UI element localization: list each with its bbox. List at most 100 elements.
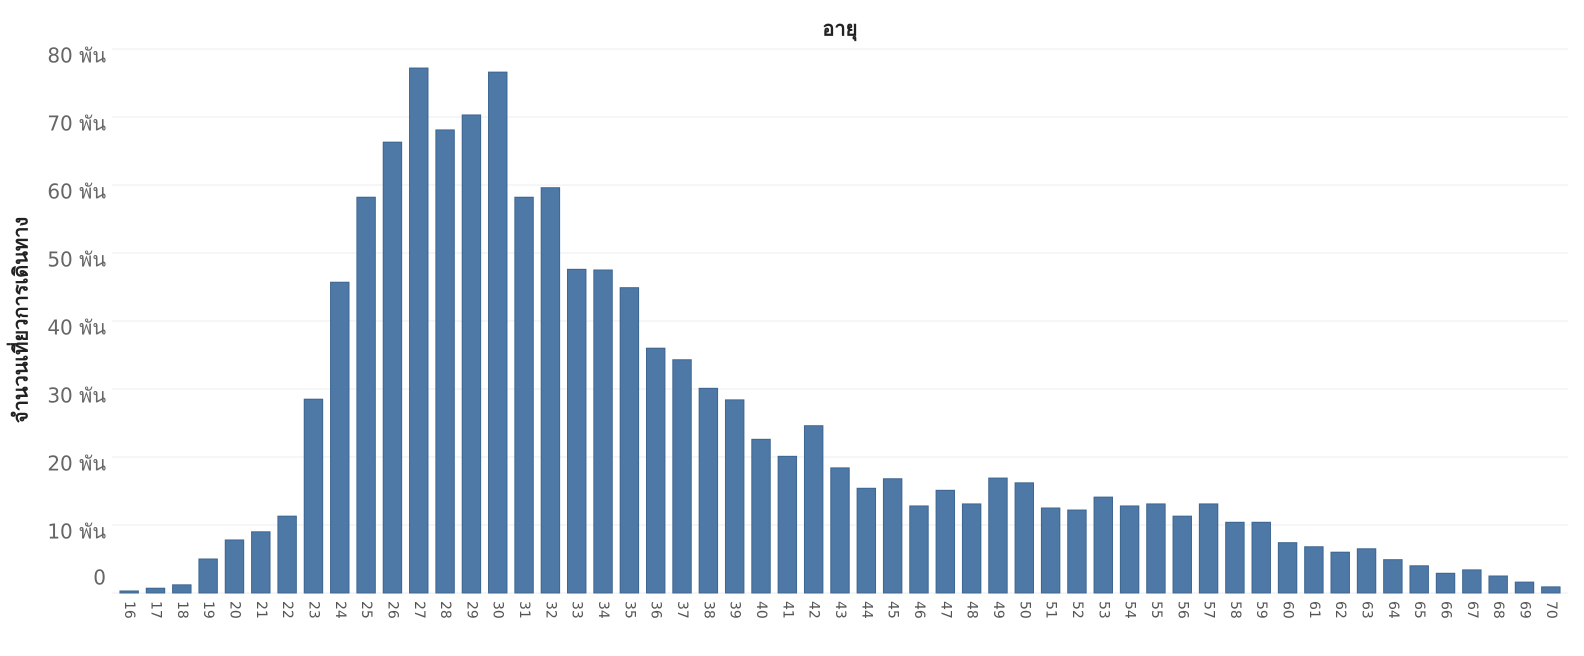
bar — [1356, 548, 1377, 594]
x-tick-label: 34 — [595, 601, 611, 619]
y-tick-label: 10 พัน — [47, 520, 106, 544]
x-tick-label: 39 — [727, 601, 743, 619]
x-tick-label: 26 — [384, 601, 400, 619]
x-tick-label: 68 — [1490, 601, 1506, 619]
bar — [303, 398, 324, 594]
x-tick-label: 51 — [1043, 601, 1059, 619]
x-tick-label: 30 — [490, 601, 506, 619]
bar — [1541, 586, 1561, 594]
x-tick-label: 17 — [147, 601, 163, 619]
x-tick-label: 67 — [1464, 601, 1480, 619]
bar — [593, 269, 613, 594]
y-tick-label: 0 — [93, 566, 106, 590]
bar — [961, 503, 982, 594]
x-tick-label: 36 — [648, 601, 664, 619]
x-tick-label: 23 — [305, 601, 321, 619]
bar — [277, 515, 297, 594]
bar — [672, 359, 692, 594]
bar — [751, 438, 771, 594]
x-tick-label: 62 — [1332, 601, 1348, 619]
x-tick-label: 61 — [1306, 601, 1322, 619]
bar — [1409, 565, 1429, 594]
x-tick-label: 59 — [1253, 601, 1269, 619]
bar — [1435, 572, 1456, 594]
bar — [882, 478, 903, 594]
x-tick-label: 69 — [1517, 601, 1533, 619]
x-tick-label: 70 — [1543, 601, 1559, 619]
bar — [988, 477, 1008, 594]
bar — [935, 489, 956, 594]
x-tick-label: 43 — [832, 601, 848, 619]
bar — [1040, 507, 1061, 594]
bar — [461, 114, 482, 594]
bar — [1330, 551, 1350, 594]
bar — [1172, 515, 1192, 594]
x-tick-label: 63 — [1359, 601, 1375, 619]
x-tick-label: 16 — [121, 601, 137, 619]
bar — [488, 71, 508, 594]
y-tick-label: 80 พัน — [47, 44, 106, 68]
bar — [251, 531, 271, 594]
bar — [698, 387, 719, 594]
x-tick-label: 41 — [779, 601, 795, 619]
x-tick-label: 37 — [674, 601, 690, 619]
x-tick-label: 25 — [358, 601, 374, 619]
bar — [514, 196, 534, 594]
x-tick-label: 22 — [279, 601, 295, 619]
bar — [198, 558, 218, 594]
bar — [382, 141, 403, 594]
bar — [1093, 496, 1113, 594]
bar — [803, 425, 824, 594]
bar — [1067, 509, 1087, 594]
x-tick-label: 56 — [1174, 601, 1190, 619]
bar — [724, 399, 745, 594]
x-tick-label: 46 — [911, 601, 927, 619]
x-tick-label: 54 — [1122, 601, 1138, 619]
x-tick-label: 55 — [1148, 601, 1164, 619]
y-tick-label: 50 พัน — [47, 248, 106, 272]
x-tick-label: 44 — [858, 601, 874, 619]
bar — [224, 539, 245, 594]
bar — [645, 347, 666, 594]
x-tick-label: 20 — [226, 601, 242, 619]
bar — [1514, 581, 1535, 594]
x-tick-label: 50 — [1016, 601, 1032, 619]
bar — [1383, 559, 1403, 594]
bar — [856, 487, 877, 594]
x-tick-label: 53 — [1095, 601, 1111, 619]
y-axis-label: จำนวนเที่ยวการเดินทาง — [6, 217, 33, 423]
x-tick-label: 49 — [990, 601, 1006, 619]
bar — [1462, 569, 1482, 594]
bar — [1488, 575, 1508, 594]
x-tick-label: 58 — [1227, 601, 1243, 619]
chart-title: อายุ — [823, 17, 858, 42]
x-tick-label: 29 — [463, 601, 479, 619]
bar — [1304, 546, 1324, 594]
bar — [1146, 503, 1166, 594]
x-tick-label: 65 — [1411, 601, 1427, 619]
x-tick-label: 48 — [964, 601, 980, 619]
x-tick-label: 32 — [542, 601, 558, 619]
y-tick-label: 30 พัน — [47, 384, 106, 408]
x-tick-label: 57 — [1201, 601, 1217, 619]
bar — [1251, 521, 1271, 594]
bar — [1014, 482, 1035, 594]
bar — [567, 268, 587, 594]
bar — [540, 187, 561, 594]
bar — [356, 196, 376, 594]
bar — [1198, 503, 1219, 594]
bar — [830, 467, 850, 594]
x-tick-label: 38 — [700, 601, 716, 619]
x-tick-label: 45 — [885, 601, 901, 619]
x-tick-label: 24 — [332, 601, 348, 619]
x-tick-label: 47 — [937, 601, 953, 619]
bar — [330, 281, 350, 594]
x-tick-label: 40 — [753, 601, 769, 619]
x-tick-label: 21 — [253, 601, 269, 619]
x-tick-label: 27 — [411, 601, 427, 619]
x-tick-label: 33 — [569, 601, 585, 619]
bar — [119, 590, 139, 594]
y-tick-label: 20 พัน — [47, 452, 106, 476]
y-tick-label: 40 พัน — [47, 316, 106, 340]
